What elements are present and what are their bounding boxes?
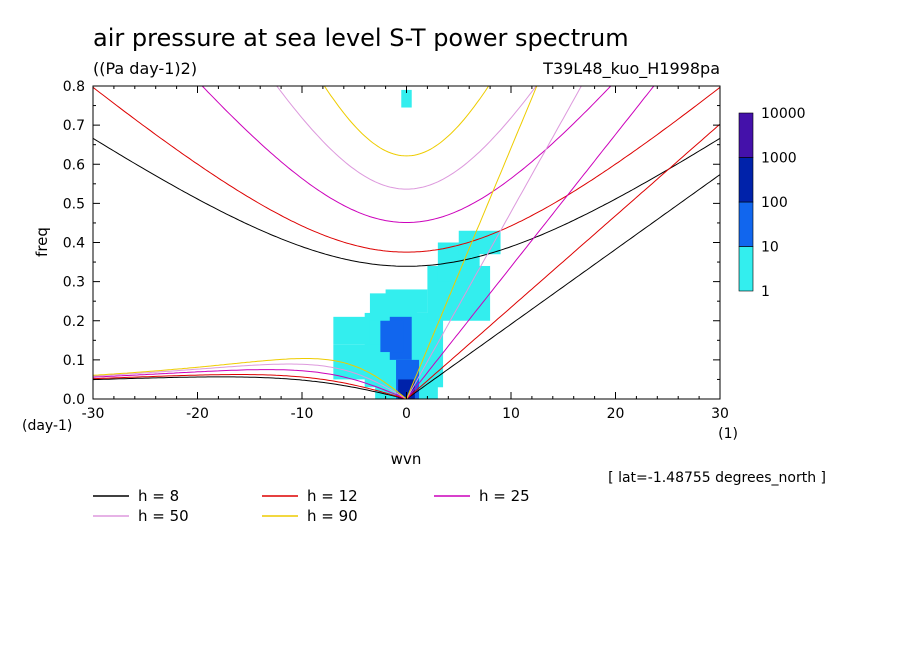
x-axis-label: wvn	[391, 450, 422, 468]
curve-kelvin-h50	[406, 86, 582, 399]
curve-inertia-gravity-h12	[93, 86, 720, 253]
colorbar-swatch-2	[738, 157, 754, 203]
x-tick-label-6: 30	[711, 406, 729, 422]
curve-rossby-h25	[93, 369, 720, 399]
y-tick-label-3: 0.3	[63, 275, 85, 291]
power-region-0	[401, 89, 412, 108]
x-tick-label-3: 0	[402, 406, 411, 422]
y-tick-label-0: 0.0	[63, 392, 85, 408]
legend-label-4: h = 90	[307, 507, 358, 525]
curve-kelvin-h8	[406, 174, 720, 399]
curve-rossby-h12	[93, 374, 720, 399]
legend-label-1: h = 12	[307, 487, 358, 505]
x-axis-unit: (1)	[718, 426, 738, 442]
curve-rossby-h50	[93, 363, 720, 399]
chart-units: ((Pa day-1)2)	[93, 59, 197, 78]
y-axis-label: freq	[33, 227, 51, 257]
x-tick-label-1: -20	[186, 406, 209, 422]
dispersion-curves	[93, 86, 720, 399]
colorbar-label-2: 100	[761, 195, 788, 211]
power-spectrum-shading	[333, 89, 501, 399]
legend: h = 8 h = 12 h = 25 h = 50 h = 90	[93, 487, 530, 525]
x-tick-label-4: 10	[502, 406, 520, 422]
power-region-8	[333, 316, 370, 345]
y-tick-label-4: 0.4	[63, 236, 85, 252]
curve-inertia-gravity-h8	[93, 137, 720, 267]
run-label: T39L48_kuo_H1998pa	[542, 59, 720, 79]
colorbar-label-4: 10000	[761, 106, 806, 122]
curve-kelvin-h90	[406, 86, 538, 399]
curve-kelvin-h25	[406, 86, 655, 399]
power-region-4	[369, 293, 417, 321]
colorbar-label-0: 1	[761, 284, 770, 300]
colorbar-swatch-0	[738, 246, 754, 292]
y-tick-label-7: 0.7	[63, 118, 85, 134]
x-tick-label-0: -30	[82, 406, 105, 422]
legend-label-2: h = 25	[479, 487, 530, 505]
y-axis-unit: (day-1)	[22, 418, 72, 434]
latitude-note: [ lat=-1.48755 degrees_north ]	[608, 470, 826, 486]
y-tick-label-2: 0.2	[63, 314, 85, 330]
curve-rossby-h8	[93, 376, 720, 399]
curve-inertia-gravity-h25	[201, 86, 612, 223]
legend-label-0: h = 8	[138, 487, 179, 505]
axis-ticks: -30 -20 -10 0 10 20 30 0.0 0.1 0.2 0.3 0.4 0.5 0.6 0.7…	[63, 79, 729, 422]
curve-inertia-gravity-h50	[276, 86, 537, 190]
y-tick-label-5: 0.5	[63, 196, 85, 212]
colorbar-swatch-3	[738, 112, 754, 158]
colorbar: 1 10 100 1000 10000	[738, 106, 806, 300]
y-tick-label-8: 0.8	[63, 79, 85, 95]
chart-title: air pressure at sea level S-T power spec…	[93, 24, 629, 52]
colorbar-label-1: 10	[761, 240, 779, 256]
colorbar-label-3: 1000	[761, 151, 797, 167]
curve-rossby-h90	[93, 358, 720, 399]
curve-inertia-gravity-h90	[323, 86, 490, 157]
x-tick-label-2: -10	[291, 406, 314, 422]
power-region-12	[380, 320, 404, 353]
y-tick-label-6: 0.6	[63, 157, 85, 173]
y-tick-label-1: 0.1	[63, 353, 85, 369]
x-tick-label-5: 20	[607, 406, 625, 422]
curve-kelvin-h12	[406, 123, 720, 399]
legend-label-3: h = 50	[138, 507, 189, 525]
colorbar-swatch-1	[738, 201, 754, 247]
